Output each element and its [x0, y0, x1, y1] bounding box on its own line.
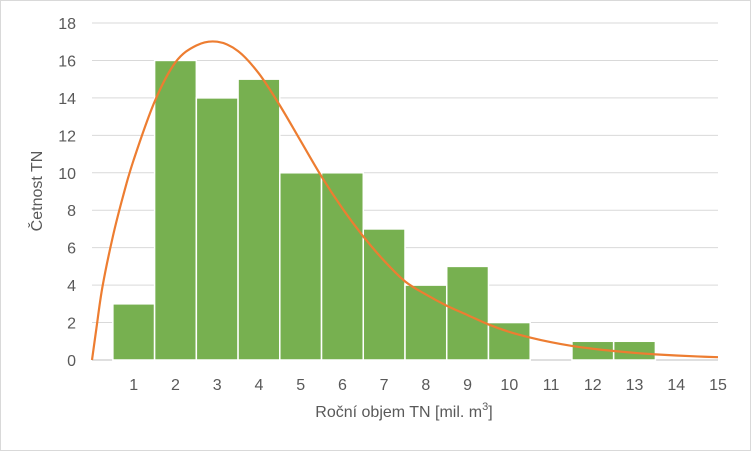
y-tick-label: 10 [58, 166, 76, 183]
x-tick-label: 13 [626, 377, 644, 394]
bar [404, 284, 448, 361]
bar [445, 265, 490, 361]
bar [195, 97, 239, 361]
bar [487, 321, 531, 361]
x-tick-label: 2 [171, 377, 180, 394]
y-tick-label: 0 [67, 353, 76, 370]
x-tick-label: 14 [667, 377, 685, 394]
y-tick-label: 16 [58, 53, 76, 70]
bar [112, 303, 156, 361]
bar [320, 172, 365, 361]
x-tick-labels: 1 2 3 4 5 6 7 8 9 10 11 12 13 14 15 [129, 377, 727, 394]
x-axis-title-text: Roční objem TN [mil. m [315, 404, 482, 421]
bars [112, 59, 657, 361]
x-tick-label: 7 [380, 377, 389, 394]
y-tick-label: 8 [67, 203, 76, 220]
x-tick-label: 5 [296, 377, 305, 394]
fitted-curve [90, 40, 719, 361]
y-tick-labels: 0 2 4 6 8 10 12 14 16 18 [58, 16, 76, 370]
x-tick-label: 3 [213, 377, 222, 394]
x-tick-label: 8 [421, 377, 430, 394]
x-tick-label: 10 [500, 377, 518, 394]
x-axis-title: Roční objem TN [mil. m3] [315, 401, 492, 421]
y-tick-label: 14 [58, 91, 76, 108]
x-tick-label: 4 [254, 377, 263, 394]
x-tick-label: 15 [709, 377, 727, 394]
x-tick-label: 9 [463, 377, 472, 394]
y-axis-title: Četnost TN [27, 151, 46, 232]
bar [153, 59, 198, 361]
y-tick-label: 2 [67, 316, 76, 333]
x-tick-label: 1 [129, 377, 138, 394]
y-tick-label: 18 [58, 16, 76, 33]
y-tick-label: 6 [67, 241, 76, 258]
y-tick-label: 12 [58, 128, 76, 145]
x-axis-title-superscript: 3 [482, 401, 488, 413]
x-tick-label: 11 [543, 377, 560, 394]
x-tick-label: 12 [584, 377, 602, 394]
fitted-curve-line [90, 40, 719, 361]
x-tick-label: 6 [338, 377, 347, 394]
bar [237, 78, 281, 361]
x-axis-title-suffix: ] [488, 404, 492, 421]
bar [279, 172, 323, 361]
y-tick-label: 4 [67, 278, 76, 295]
bar [362, 228, 406, 361]
